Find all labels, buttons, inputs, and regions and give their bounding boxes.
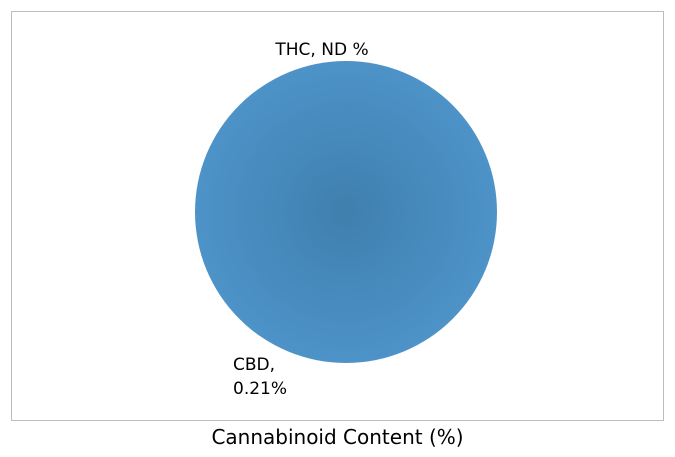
pie-chart: THC, ND % CBD, 0.21% [195, 40, 497, 399]
pie-slices [195, 61, 497, 363]
chart-area: THC, ND % CBD, 0.21% [11, 11, 664, 421]
data-label-thc: THC, ND % [274, 40, 368, 60]
pie-data-labels: THC, ND % CBD, 0.21% [233, 40, 369, 399]
data-label-cbd: CBD, 0.21% [233, 355, 287, 399]
chart-caption: Cannabinoid Content (%) [211, 425, 464, 449]
pie-slice-cbd [195, 61, 497, 363]
